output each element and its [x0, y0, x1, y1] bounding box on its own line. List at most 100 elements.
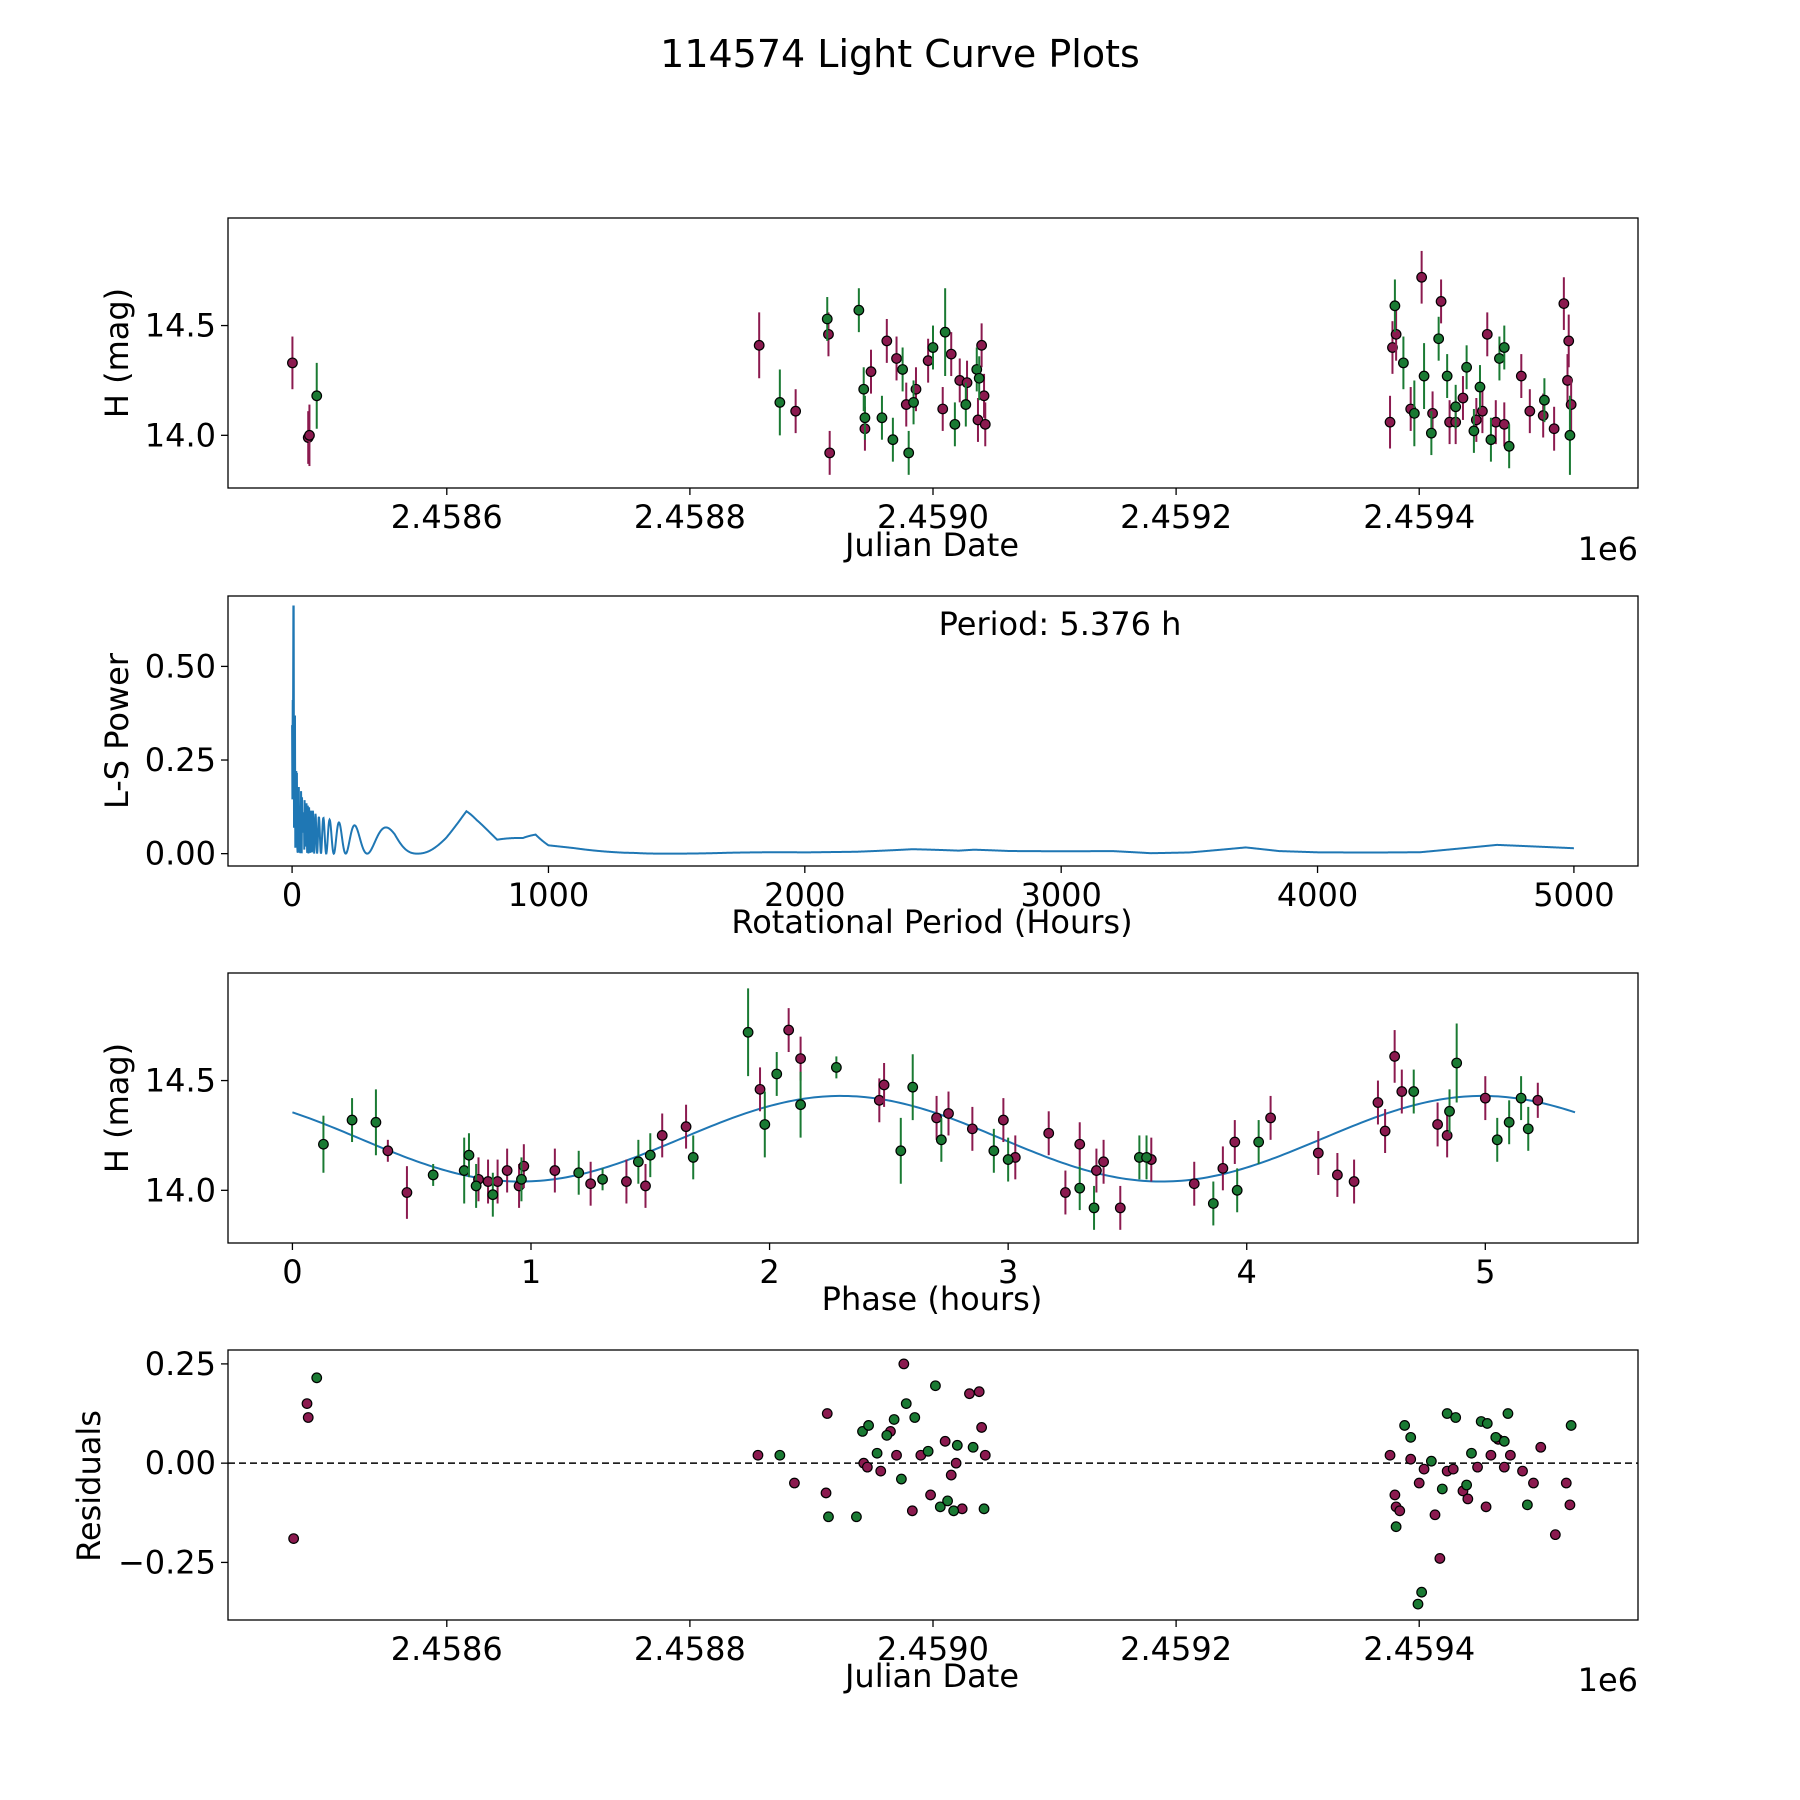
residuals-point: [942, 1495, 953, 1507]
phase-point: [680, 1121, 692, 1133]
lightcurve-point: [1474, 381, 1486, 393]
phase-point: [759, 1119, 771, 1130]
residuals-point: [1461, 1479, 1473, 1491]
lightcurve-point: [1537, 410, 1549, 421]
phase-point: [656, 1130, 668, 1141]
periodogram-panel: Rotational Period (Hours) L-S Power Peri…: [98, 595, 1639, 941]
lightcurve-point: [897, 364, 909, 375]
residuals-point: [1450, 1412, 1462, 1423]
phase-xtick-label: 2: [759, 1253, 779, 1291]
lightcurve-point: [1416, 271, 1428, 283]
phase-point: [771, 1068, 783, 1080]
phase-point: [1491, 1134, 1503, 1146]
phase-point: [873, 1094, 885, 1106]
phase-point: [988, 1145, 1000, 1157]
residuals-point: [1498, 1435, 1510, 1447]
phase-xtick-label: 0: [282, 1253, 302, 1291]
residuals-point: [1425, 1455, 1437, 1467]
periodogram-ytick-label: 0.25: [145, 741, 216, 779]
phase-point: [370, 1116, 382, 1128]
phase-point: [943, 1108, 954, 1119]
residuals-point: [863, 1420, 874, 1431]
periodogram-ylabel: L-S Power: [98, 652, 136, 809]
phase-point: [1408, 1086, 1420, 1097]
lightcurve-xtick-label: 2.4590: [877, 498, 989, 536]
residuals-point: [871, 1447, 883, 1459]
phase-point: [1331, 1169, 1343, 1181]
lightcurve-point: [1427, 407, 1438, 419]
phase-point: [1479, 1092, 1491, 1104]
lightcurve-xtick-label: 2.4592: [1120, 498, 1232, 536]
lightcurve-point: [978, 390, 990, 402]
residuals-point: [906, 1505, 918, 1517]
residuals-point: [1436, 1483, 1448, 1495]
lightcurve-point: [927, 342, 939, 353]
lightcurve-point: [1485, 434, 1497, 446]
residuals-point: [945, 1469, 957, 1481]
lightcurve-point: [939, 326, 951, 338]
phase-point: [1114, 1202, 1126, 1214]
lightcurve-point: [937, 403, 949, 415]
residuals-point: [1405, 1431, 1417, 1443]
residuals-point: [964, 1388, 975, 1400]
figure-title: 114574 Light Curve Plots: [660, 32, 1140, 76]
phase-point: [1444, 1105, 1455, 1117]
lightcurve-point: [858, 383, 870, 395]
lightcurve-ytick-label: 14.5: [145, 307, 216, 345]
lightcurve-point: [979, 418, 991, 430]
phase-point: [1515, 1092, 1527, 1104]
residuals-point: [1480, 1501, 1492, 1513]
phase-point: [501, 1165, 513, 1176]
phase-point: [346, 1114, 358, 1126]
phase-point: [1532, 1094, 1544, 1106]
residuals-panel: Julian Date Residuals 1e6 2.4586 2.4588 2.…: [70, 1345, 1639, 1699]
periodogram-xlabel: Rotational Period (Hours): [731, 903, 1132, 941]
phase-point: [1503, 1116, 1515, 1128]
phase-point: [907, 1081, 919, 1093]
residuals-point: [1502, 1408, 1514, 1419]
residuals-point: [881, 1429, 893, 1441]
phase-point: [1002, 1154, 1014, 1165]
lightcurve-point: [908, 396, 919, 408]
phase-point: [427, 1169, 439, 1181]
lightcurve-point: [891, 353, 902, 364]
phase-point: [597, 1173, 608, 1185]
phase-point: [1141, 1151, 1152, 1163]
residuals-xtick-label: 2.4586: [391, 1630, 503, 1668]
lightcurve-panel: Julian Date H (mag) 1e6 2.4586 2.4588 2.45…: [98, 217, 1639, 568]
lightcurve-ylabel: H (mag): [98, 288, 136, 418]
residuals-point: [1466, 1447, 1477, 1459]
lightcurve-x-offset: 1e6: [1578, 530, 1638, 568]
periodogram-xtick-label: 5000: [1533, 876, 1614, 914]
phase-point: [621, 1176, 632, 1187]
phase-point: [1074, 1182, 1086, 1194]
residuals-point: [900, 1398, 912, 1410]
phase-point: [795, 1053, 806, 1065]
phase-fit-curve: [292, 1094, 1576, 1183]
residuals-ylabel: Residuals: [70, 1410, 108, 1562]
residuals-point: [1549, 1529, 1561, 1541]
residuals-point: [774, 1449, 786, 1461]
phase-point: [401, 1187, 413, 1198]
residuals-point: [909, 1412, 921, 1423]
lightcurve-point: [1562, 375, 1573, 386]
residuals-point: [1390, 1521, 1402, 1533]
residuals-point: [895, 1473, 907, 1485]
residuals-point: [948, 1505, 960, 1517]
phase-point: [754, 1083, 766, 1095]
lightcurve-point: [1564, 429, 1576, 441]
residuals-point: [851, 1511, 862, 1523]
phase-xtick-label: 5: [1475, 1253, 1495, 1291]
phase-ylabel: H (mag): [98, 1043, 136, 1173]
periodogram-xtick-label: 4000: [1277, 876, 1358, 914]
lightcurve-point: [859, 412, 871, 424]
phase-point: [318, 1138, 329, 1150]
lightcurve-point: [790, 405, 802, 417]
lightcurve-point: [853, 304, 865, 316]
residuals-point: [922, 1445, 934, 1457]
lightcurve-point: [887, 434, 899, 446]
residuals-point: [951, 1439, 963, 1451]
phase-point: [463, 1149, 475, 1161]
phase-point: [1231, 1184, 1243, 1196]
